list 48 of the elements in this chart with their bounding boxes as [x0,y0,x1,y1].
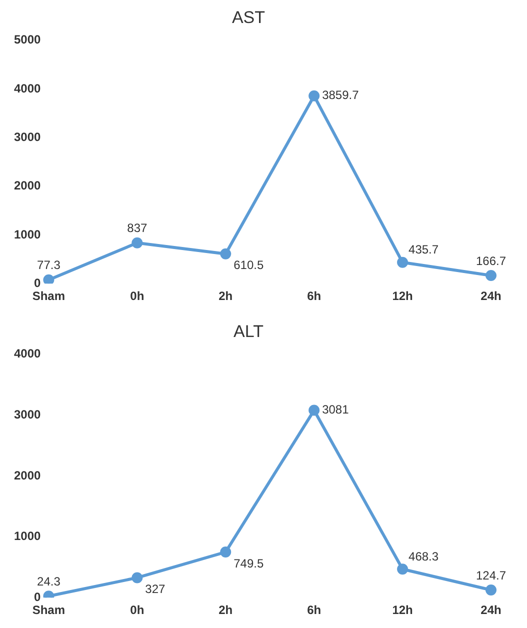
x-tick-label: 2h [218,603,233,618]
x-tick-label: 24h [480,603,502,618]
x-tick-label: 6h [307,289,322,304]
y-tick-label: 5000 [14,32,42,47]
point [220,546,232,558]
x-tick-label: 2h [218,289,233,304]
y-tick-label: 2000 [14,468,42,482]
point [397,256,408,268]
x-tick-label: 0h [130,289,144,304]
data-label: 77.3 [37,258,61,272]
x-tick-label: 0h [130,603,144,618]
data-label: 610.5 [234,258,264,272]
y-tick-label: 3000 [14,408,42,422]
y-tick-label: 1000 [14,529,42,544]
data-label: 24.3 [37,574,61,588]
point [397,564,408,575]
point [308,90,320,102]
y-tick-label: 4000 [14,346,42,361]
x-tick-label: Sham [32,603,66,618]
x-tick-label: Sham [32,289,66,304]
x-tick-label: 12h [392,603,413,618]
y-tick-label: 2000 [14,178,42,193]
data-label: 327 [145,582,166,596]
point [486,270,496,281]
point [43,274,54,284]
data-label: 3859.7 [322,88,360,102]
y-tick-label: 1000 [14,227,42,242]
point [308,404,320,416]
point [220,248,232,260]
chart-title: ALT [234,322,264,341]
data-label: 749.5 [234,556,264,570]
x-tick-label: 12h [392,289,413,304]
point [132,237,143,248]
point [486,584,496,596]
x-tick-label: 24h [480,289,502,304]
data-label: 435.7 [408,242,439,257]
data-label: 468.3 [408,549,439,564]
y-tick-label: 0 [34,590,42,604]
data-label: 3081 [322,402,350,417]
data-label: 166.7 [476,254,506,268]
y-tick-label: 3000 [14,130,42,144]
chart-title: AST [232,8,266,27]
point [132,572,143,584]
data-label: 837 [127,221,148,236]
y-tick-label: 4000 [14,81,42,96]
x-tick-label: 6h [307,603,322,618]
data-label: 124.7 [476,568,506,582]
y-tick-label: 0 [34,276,42,290]
